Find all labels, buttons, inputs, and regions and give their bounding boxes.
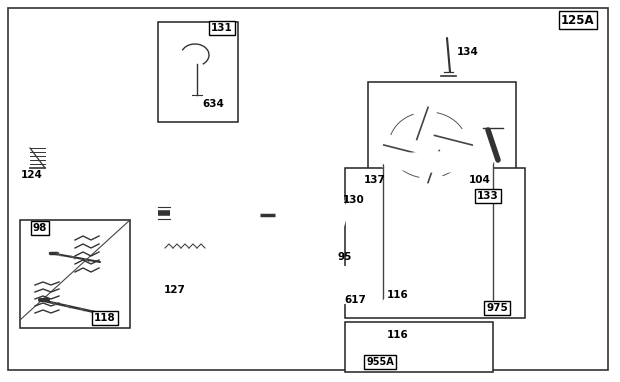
Text: 134: 134 xyxy=(457,47,479,57)
Text: 125A: 125A xyxy=(561,13,595,26)
Ellipse shape xyxy=(303,265,363,305)
Bar xyxy=(368,82,516,212)
Bar xyxy=(120,128,320,343)
Bar xyxy=(158,22,238,122)
Text: eReplacementParts.com: eReplacementParts.com xyxy=(237,204,383,217)
Text: 131: 131 xyxy=(211,23,233,33)
Text: 124: 124 xyxy=(21,170,43,180)
Ellipse shape xyxy=(376,101,480,189)
Bar xyxy=(383,162,493,302)
Text: 634: 634 xyxy=(202,99,224,109)
Ellipse shape xyxy=(313,252,327,262)
Text: 133: 133 xyxy=(477,191,499,201)
Text: 95: 95 xyxy=(338,252,352,262)
Bar xyxy=(345,168,525,318)
Ellipse shape xyxy=(425,357,445,363)
Text: 975: 975 xyxy=(486,303,508,313)
Text: 137: 137 xyxy=(364,175,386,185)
Text: 116: 116 xyxy=(387,330,409,340)
Text: 98: 98 xyxy=(33,223,47,233)
Text: 955A: 955A xyxy=(366,357,394,367)
Ellipse shape xyxy=(164,268,186,282)
Text: 130: 130 xyxy=(343,195,365,205)
Bar xyxy=(20,220,130,328)
Text: 127: 127 xyxy=(164,285,186,295)
Ellipse shape xyxy=(383,292,493,312)
Ellipse shape xyxy=(424,352,446,360)
Bar xyxy=(308,25,490,140)
Ellipse shape xyxy=(406,287,434,303)
Text: 118: 118 xyxy=(94,313,116,323)
Text: 116: 116 xyxy=(387,290,409,300)
Text: 617: 617 xyxy=(344,295,366,305)
Ellipse shape xyxy=(306,186,346,240)
Text: 104: 104 xyxy=(469,175,491,185)
Ellipse shape xyxy=(383,152,493,172)
Ellipse shape xyxy=(405,328,431,342)
Ellipse shape xyxy=(423,347,447,357)
Bar xyxy=(345,322,493,372)
